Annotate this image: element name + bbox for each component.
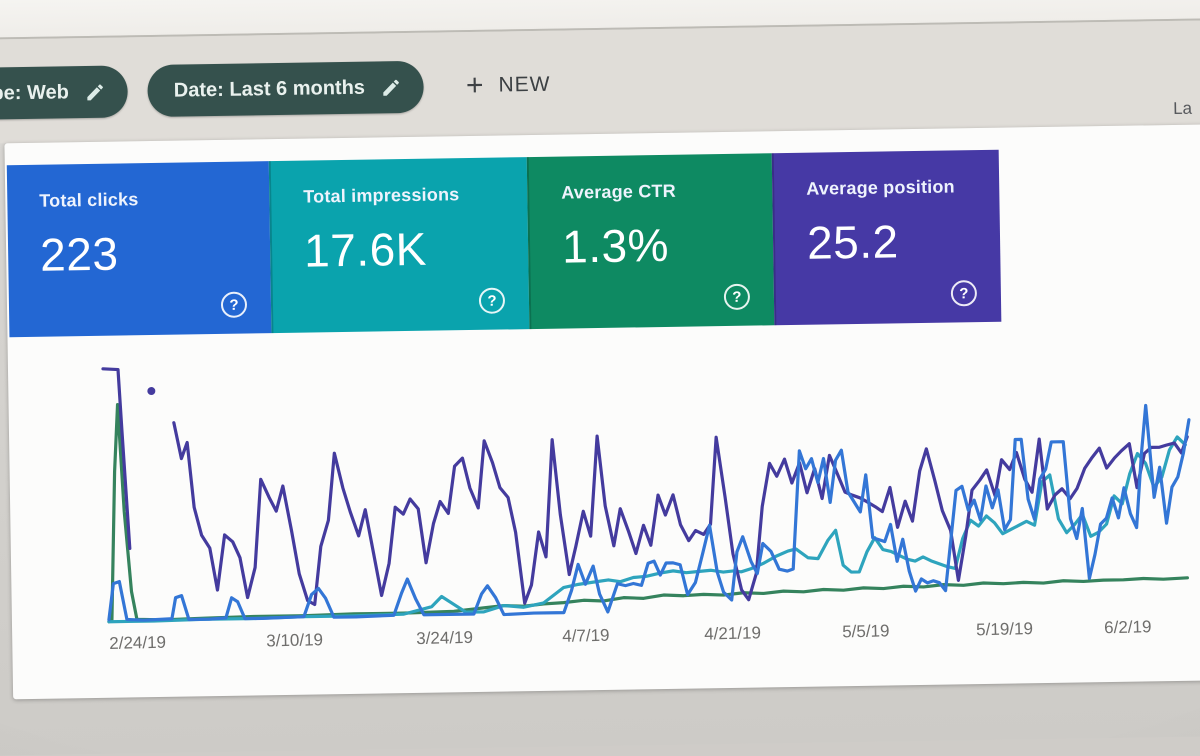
metric-card-total-clicks[interactable]: Total clicks 223? (7, 161, 272, 337)
x-axis-label: 4/21/19 (704, 623, 761, 644)
help-icon[interactable]: ? (951, 280, 977, 306)
help-icon[interactable]: ? (724, 284, 750, 310)
filter-chip-label: type: Web (0, 81, 69, 105)
metric-card-value: 17.6K (304, 220, 529, 278)
help-icon[interactable]: ? (221, 292, 247, 318)
new-filter-button[interactable]: + NEW (466, 70, 551, 101)
edit-pencil-icon[interactable] (85, 81, 106, 102)
filter-chip-date[interactable]: Date: Last 6 months (147, 61, 424, 117)
x-axis-label: 3/24/19 (416, 628, 473, 649)
metric-card-label: Total impressions (303, 183, 527, 208)
x-axis-label: 6/2/19 (1104, 617, 1152, 638)
plus-icon: + (466, 71, 484, 101)
filter-toolbar: type: Web Date: Last 6 months + NEW La (0, 20, 1200, 143)
metric-card-label: Total clicks (39, 187, 269, 212)
metric-card-value: 25.2 (807, 213, 1001, 270)
metric-card-label: Average CTR (561, 179, 772, 203)
x-axis-label: 3/10/19 (266, 630, 323, 651)
metric-card-label: Average position (806, 176, 999, 200)
help-icon[interactable]: ? (479, 287, 505, 313)
new-button-label: NEW (498, 73, 550, 98)
metric-card-average-ctr[interactable]: Average CTR 1.3%? (527, 153, 775, 329)
line-chart (65, 347, 1191, 625)
x-axis-label: 5/5/19 (842, 621, 890, 642)
x-axis-label: 4/7/19 (562, 626, 610, 647)
metric-card-value: 223 (40, 224, 271, 282)
filter-chip-label: Date: Last 6 months (174, 76, 365, 102)
series-line-average-position (106, 388, 1188, 622)
performance-chart: 2/24/19 3/10/19 3/24/19 4/7/19 4/21/19 5/5/19… (65, 347, 1192, 667)
metric-card-total-impressions[interactable]: Total impressions 17.6K? (269, 157, 530, 333)
series-line-total-clicks (106, 405, 1192, 621)
last-updated-truncated-text: La (1173, 99, 1192, 119)
x-axis-label: 2/24/19 (109, 633, 166, 654)
x-axis-label: 5/19/19 (976, 619, 1033, 640)
series-point-total-impressions (147, 387, 155, 395)
edit-pencil-icon[interactable] (381, 77, 402, 98)
metric-card-value: 1.3% (562, 216, 774, 273)
metric-card-average-position[interactable]: Average position 25.2? (772, 150, 1002, 326)
filter-chip-search-type[interactable]: type: Web (0, 65, 128, 120)
